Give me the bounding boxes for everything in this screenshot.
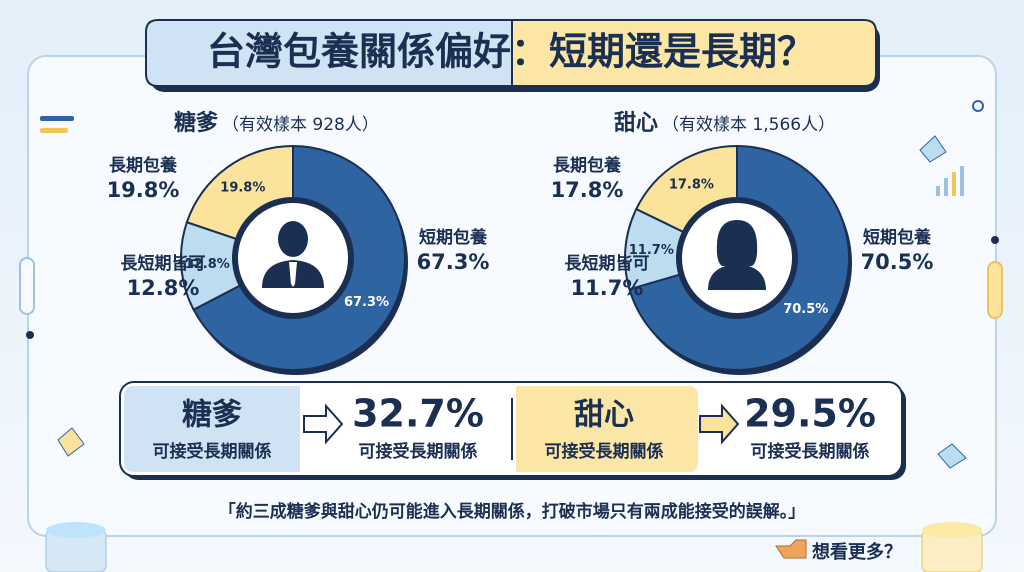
summary-value: 29.5% (744, 392, 876, 436)
summary-caption: 可接受長期關係 (359, 441, 478, 462)
hand-icon (775, 539, 807, 559)
button-label[interactable]: 想看更多？ (812, 541, 902, 563)
donut-slice (185, 144, 294, 241)
slice-label: 19.8% (220, 181, 265, 196)
title-banner: 台灣包養關係偏好：短期還是長期？ (145, 19, 880, 92)
charts: 67.3%短期包養67.3%12.8%長短期皆可12.8%19.8%長期包養19… (107, 144, 934, 375)
category-label: 長短期皆可 (565, 253, 650, 274)
slice-label: 11.7% (629, 243, 674, 258)
value-label: 67.3% (417, 250, 490, 274)
chart-title: 甜心 (614, 110, 658, 136)
value-label: 19.8% (107, 178, 180, 202)
category-label: 長短期皆可 (121, 253, 206, 274)
value-label: 11.7% (571, 276, 644, 300)
quote: 「約三成糖爹與甜心仍可能進入長期關係，打破市場只有兩成能接受的誤解。」 (219, 501, 806, 522)
decorations (19, 100, 1003, 572)
chart-subtitle: （有效樣本 928人） (222, 115, 379, 135)
slice-label: 12.8% (185, 257, 230, 272)
summary-panel (119, 381, 906, 480)
more-button[interactable]: 想看更多？ (775, 539, 902, 563)
slice-label: 17.8% (669, 178, 714, 193)
summary-caption: 可接受長期關係 (153, 441, 272, 462)
value-label: 17.8% (551, 178, 624, 202)
value-label: 70.5% (861, 250, 934, 274)
summary-value: 32.7% (352, 392, 484, 436)
male-icon (262, 221, 324, 288)
slice-label: 67.3% (344, 295, 389, 310)
summary-group: 糖爹 (182, 398, 242, 433)
female-icon (708, 220, 766, 290)
summary-caption: 可接受長期關係 (751, 441, 870, 462)
category-label: 短期包養 (863, 227, 931, 248)
category-label: 長期包養 (109, 155, 177, 176)
value-label: 12.8% (127, 276, 200, 300)
chart-subtitle: （有效樣本 1,566人） (662, 115, 835, 135)
category-label: 長期包養 (553, 155, 621, 176)
chart-title: 糖爹 (174, 110, 219, 136)
slice-label: 70.5% (783, 302, 828, 317)
donut-hole (236, 201, 350, 315)
summary-group: 甜心 (574, 398, 634, 433)
donut-slice (634, 144, 738, 234)
category-label: 短期包養 (419, 227, 487, 248)
donut-slice (192, 144, 406, 371)
donut-slice (628, 144, 850, 371)
page-title: 台灣包養關係偏好：短期還是長期？ (207, 30, 815, 74)
summary-caption: 可接受長期關係 (545, 441, 664, 462)
